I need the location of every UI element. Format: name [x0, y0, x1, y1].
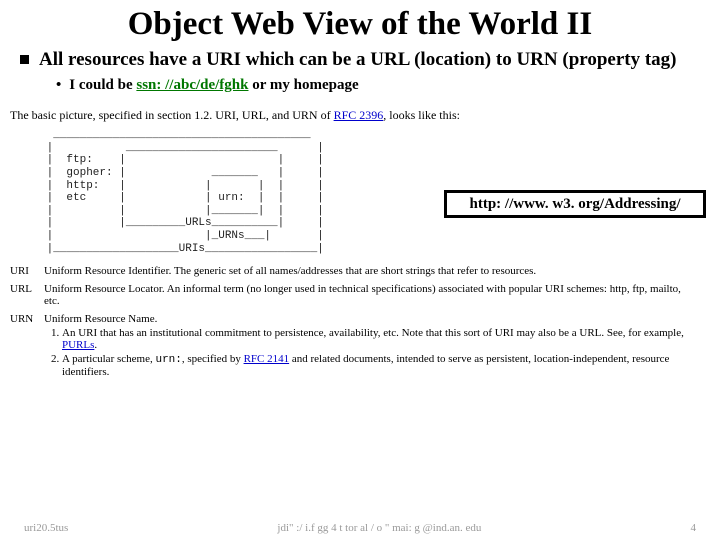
- def-row-url: URL Uniform Resource Locator. An informa…: [10, 283, 698, 307]
- li2-mid: , specified by: [182, 353, 244, 365]
- rfc-suffix: , looks like this:: [383, 108, 460, 122]
- rfc-2396-link[interactable]: RFC 2396: [334, 108, 384, 122]
- def-row-urn: URN Uniform Resource Name. An URI that h…: [10, 313, 698, 380]
- rfc-sentence: The basic picture, specified in section …: [0, 94, 720, 123]
- li1-post: .: [94, 339, 97, 351]
- slide-title: Object Web View of the World II: [0, 0, 720, 49]
- bullet-level1-text: All resources have a URI which can be a …: [39, 49, 677, 71]
- def-term: URI: [10, 265, 44, 277]
- bullet-level1: All resources have a URI which can be a …: [20, 49, 696, 71]
- bullet-level2-marker: •: [56, 77, 61, 94]
- footer-left: uri20.5tus: [24, 522, 68, 534]
- rfc-prefix: The basic picture, specified in section …: [10, 108, 334, 122]
- slide: Object Web View of the World II All reso…: [0, 0, 720, 540]
- square-bullet-icon: [20, 55, 29, 64]
- def-term: URN: [10, 313, 44, 325]
- footer-center: jdi" :/ i.f gg 4 t tor al / o " mai: g @…: [277, 522, 481, 534]
- definitions-block: URI Uniform Resource Identifier. The gen…: [0, 255, 720, 380]
- urn-list-item: An URI that has an institutional commitm…: [62, 327, 698, 351]
- li2-pre: A particular scheme,: [62, 353, 155, 365]
- addressing-url-box: http: //www. w3. org/Addressing/: [444, 190, 706, 218]
- def-desc: Uniform Resource Locator. An informal te…: [44, 283, 698, 307]
- def-term: URL: [10, 283, 44, 295]
- addressing-url-text: http: //www. w3. org/Addressing/: [470, 196, 681, 213]
- footer-right: 4: [690, 522, 696, 534]
- bullet-l2-prefix: I could be: [69, 77, 136, 93]
- urn-desc-text: Uniform Resource Name.: [44, 313, 157, 325]
- urn-list: An URI that has an institutional commitm…: [44, 327, 698, 378]
- def-row-uri: URI Uniform Resource Identifier. The gen…: [10, 265, 698, 277]
- def-desc: Uniform Resource Identifier. The generic…: [44, 265, 698, 277]
- urn-scheme-code: urn:: [155, 354, 181, 366]
- bullet-l2-suffix: or my homepage: [249, 77, 359, 93]
- purls-link[interactable]: PURLs: [62, 339, 94, 351]
- rfc-2141-link[interactable]: RFC 2141: [244, 353, 290, 365]
- bullet-block: All resources have a URI which can be a …: [0, 49, 720, 94]
- urn-list-item: A particular scheme, urn:, specified by …: [62, 353, 698, 378]
- li1-pre: An URI that has an institutional commitm…: [62, 327, 684, 339]
- footer: uri20.5tus jdi" :/ i.f gg 4 t tor al / o…: [0, 522, 720, 534]
- bullet-level2-text: I could be ssn: //abc/de/fghk or my home…: [69, 77, 358, 94]
- ssn-link[interactable]: ssn: //abc/de/fghk: [136, 77, 248, 93]
- def-desc: Uniform Resource Name. An URI that has a…: [44, 313, 698, 380]
- bullet-level2: • I could be ssn: //abc/de/fghk or my ho…: [56, 77, 696, 94]
